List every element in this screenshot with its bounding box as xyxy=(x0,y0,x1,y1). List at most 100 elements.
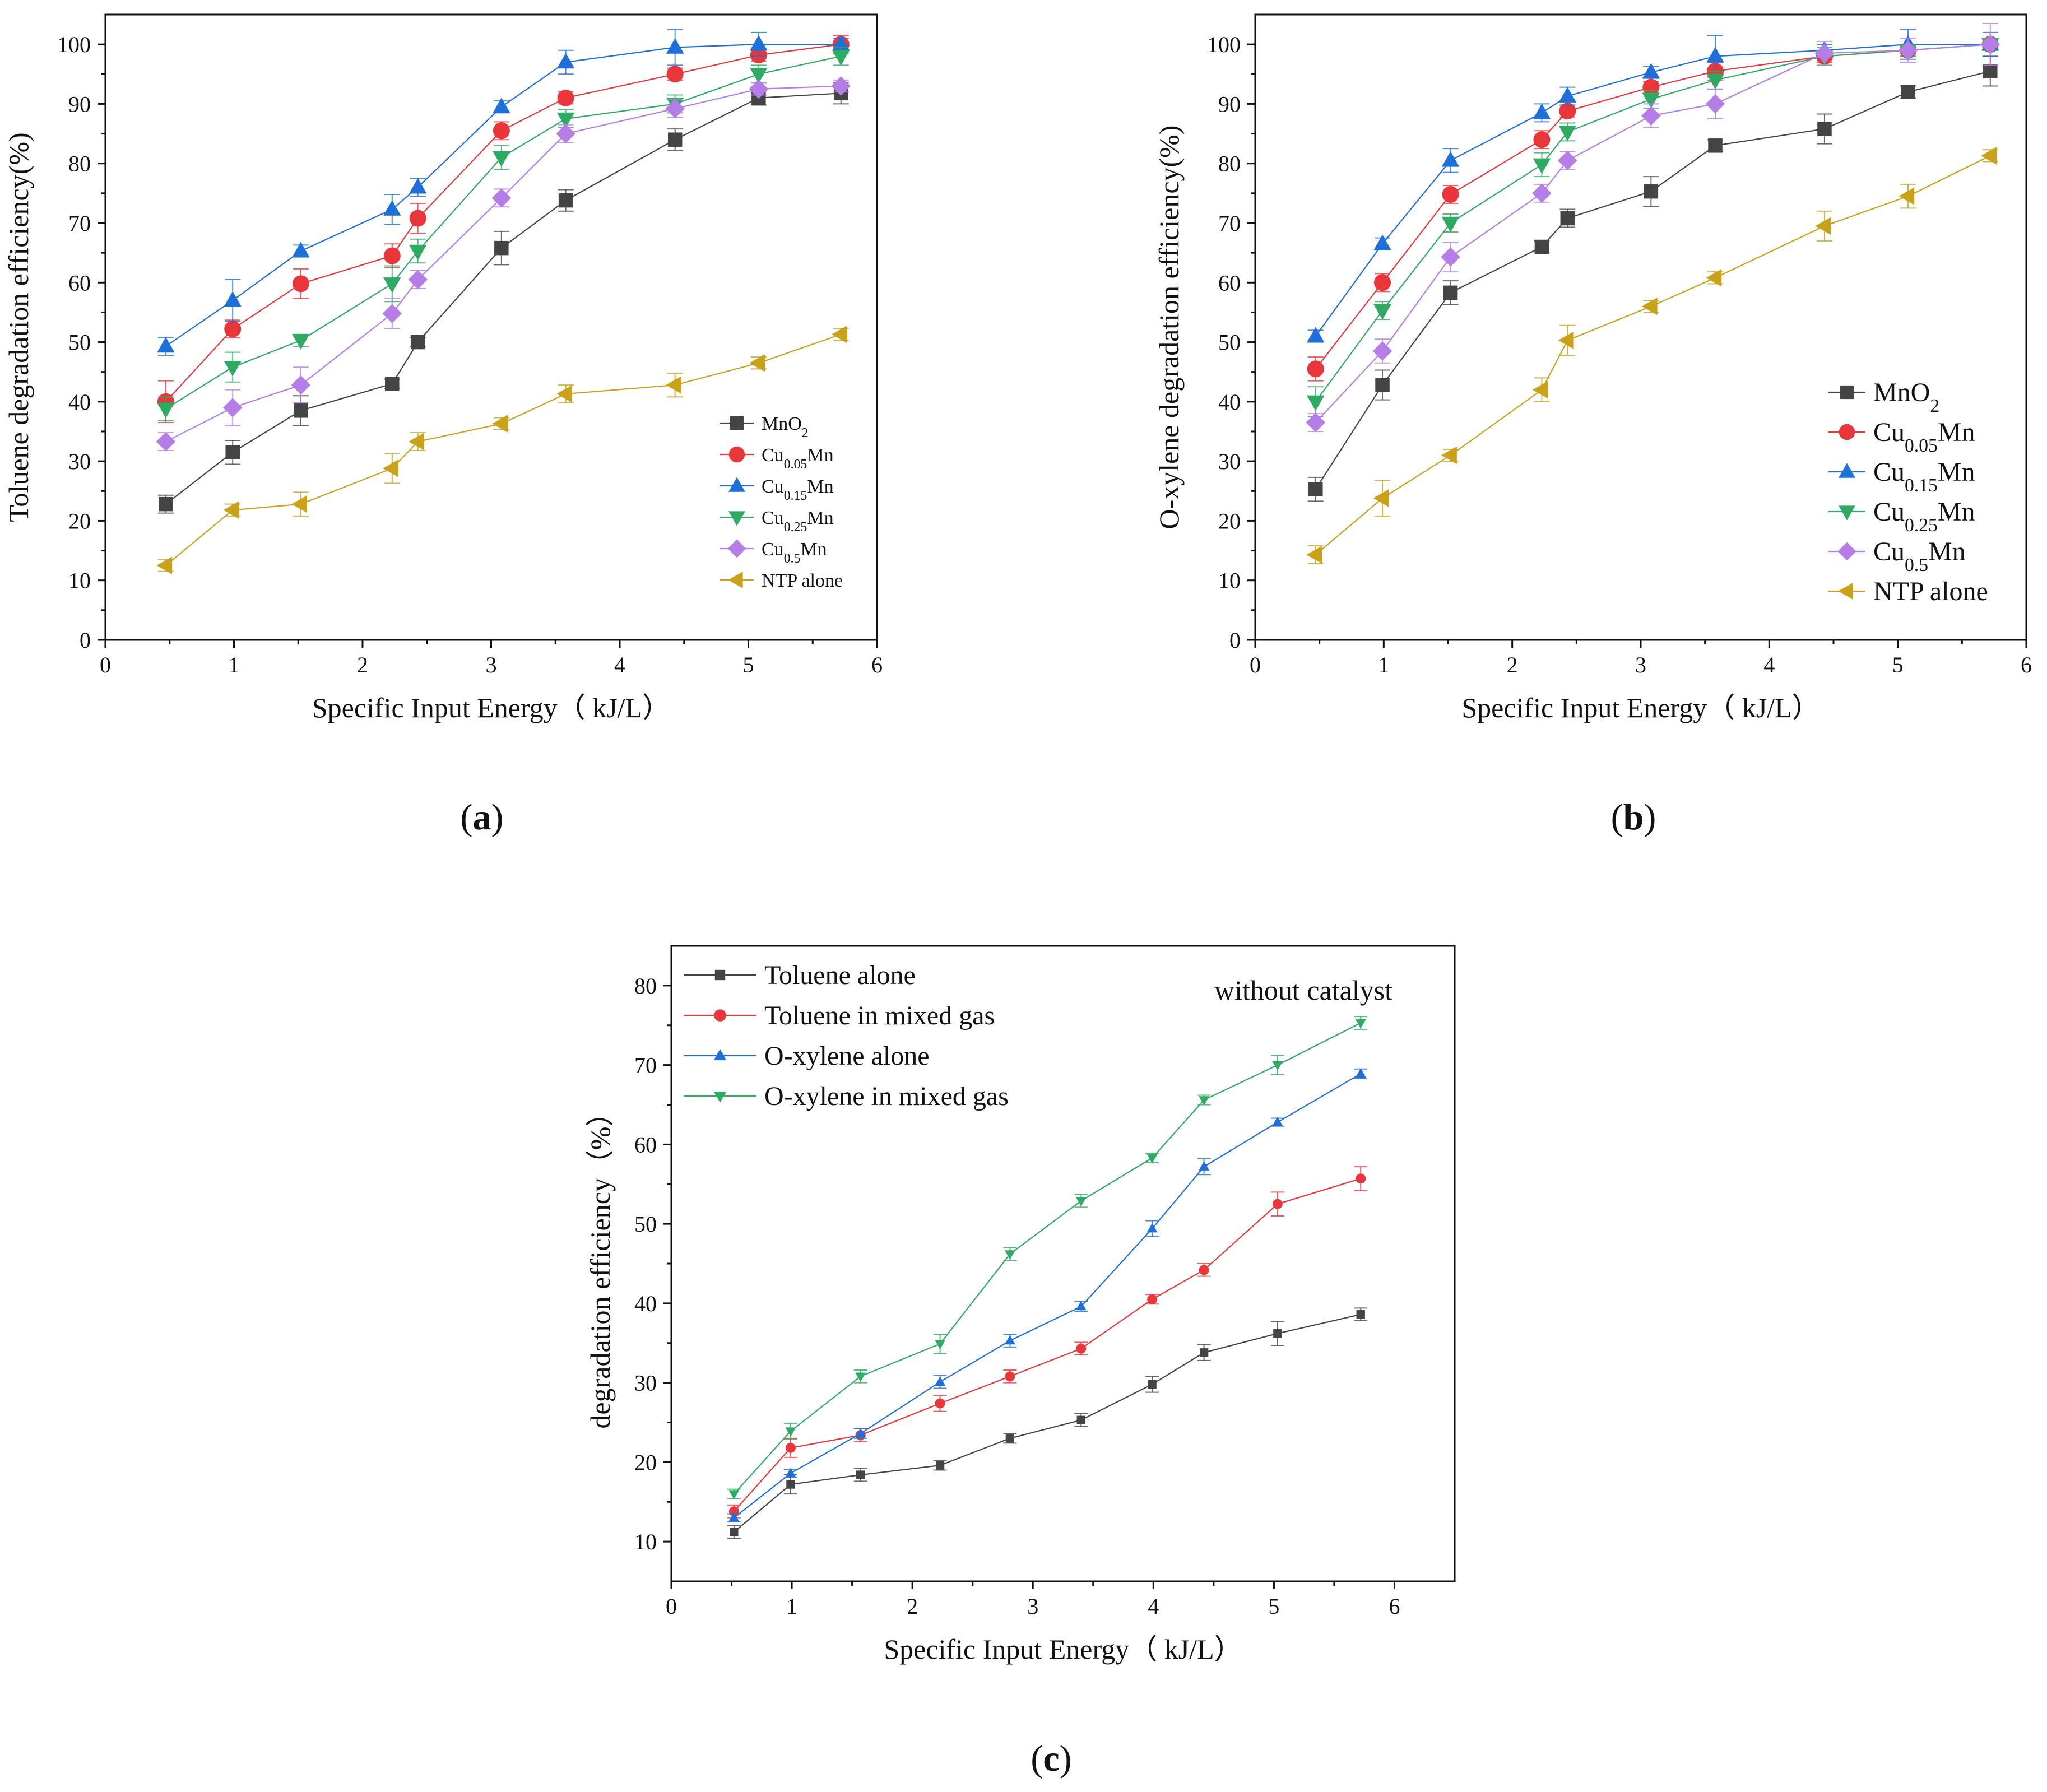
y-axis-title: Toluene degradation efficiency(%) xyxy=(3,132,34,522)
y-tick-label: 10 xyxy=(634,1529,657,1554)
data-point xyxy=(156,556,173,574)
data-point xyxy=(224,291,242,307)
data-point xyxy=(785,1442,796,1453)
data-point xyxy=(935,1398,945,1409)
y-axis-title: degradation efficiency（%） xyxy=(584,1098,616,1428)
legend-label-main: NTP alone xyxy=(1873,577,1988,606)
series-line xyxy=(1315,44,1990,423)
legend-label: Cu0.5Mn xyxy=(762,539,827,566)
data-point xyxy=(1199,1265,1209,1275)
series-line xyxy=(1315,44,1990,337)
data-point xyxy=(1199,1096,1210,1106)
chart-panel-c: 0 1 2 3 4 5 6 10 20 30 40 50 60 70 80 Specific Input En… xyxy=(584,945,1456,1665)
data-point xyxy=(1443,285,1458,300)
y-tick-label: 100 xyxy=(57,32,91,57)
data-point xyxy=(935,1461,945,1470)
data-point xyxy=(1373,234,1391,250)
y-tick-label: 60 xyxy=(634,1132,657,1157)
data-point xyxy=(1075,1197,1087,1206)
legend-label-main: Cu xyxy=(1873,457,1905,487)
data-point xyxy=(556,124,575,143)
data-point xyxy=(222,398,243,417)
data-point xyxy=(410,335,425,350)
x-tick-label: 4 xyxy=(1148,1594,1159,1619)
x-tick-label: 6 xyxy=(871,652,883,677)
data-point xyxy=(1441,446,1457,465)
x-tick-label: 3 xyxy=(486,652,497,677)
legend-label-sub: 0.15 xyxy=(784,489,807,503)
legend-label-sub: 0.25 xyxy=(784,520,807,535)
data-point xyxy=(383,200,401,216)
y-tick-label: 90 xyxy=(1218,91,1241,117)
x-tick-label: 1 xyxy=(1378,652,1389,677)
legend-marker xyxy=(714,969,726,981)
legend-marker xyxy=(1837,542,1856,561)
legend-label-main: O-xylene in mixed gas xyxy=(764,1081,1009,1111)
data-point xyxy=(831,76,851,96)
legend-item: NTP alone xyxy=(1828,577,1988,606)
series-line xyxy=(734,1178,1361,1512)
y-tick-label: 100 xyxy=(1207,32,1241,57)
y-tick-label: 20 xyxy=(68,508,91,533)
data-point xyxy=(1075,1301,1087,1311)
legend-item: Cu0.5Mn xyxy=(720,539,827,566)
data-point xyxy=(749,354,765,372)
legend-label-tail: Mn xyxy=(807,445,833,466)
data-point xyxy=(409,244,427,261)
data-point xyxy=(294,403,308,418)
data-point xyxy=(1307,327,1325,343)
data-point xyxy=(1815,217,1831,235)
legend-item: O-xylene alone xyxy=(684,1041,930,1071)
data-point xyxy=(1004,1250,1015,1260)
data-point xyxy=(556,112,575,128)
data-point xyxy=(1005,1434,1015,1443)
series-toluene-alone xyxy=(727,1307,1368,1539)
data-point xyxy=(558,193,573,208)
data-point xyxy=(385,377,400,391)
x-tick-label: 5 xyxy=(1892,652,1904,677)
data-point xyxy=(1899,187,1915,205)
series-line xyxy=(165,85,841,443)
data-point xyxy=(785,1468,796,1477)
x-tick-label: 0 xyxy=(1250,652,1261,677)
data-point xyxy=(1901,85,1915,99)
legend-item: Toluene in mixed gas xyxy=(684,1001,995,1030)
data-point xyxy=(223,501,239,519)
legend-item: NTP alone xyxy=(720,570,843,591)
legend-item: Cu0.5Mn xyxy=(1828,537,1966,575)
x-tick-label: 6 xyxy=(1389,1594,1400,1619)
data-point xyxy=(292,275,309,293)
x-tick-label: 3 xyxy=(1027,1594,1038,1619)
data-point xyxy=(291,495,308,513)
y-tick-label: 70 xyxy=(634,1053,657,1078)
legend-label: NTP alone xyxy=(1873,577,1988,606)
legend-marker xyxy=(713,1049,727,1061)
series-cu0-15mn xyxy=(157,29,850,356)
x-axis-title: Specific Input Energy（ kJ/L） xyxy=(1461,692,1819,723)
data-point xyxy=(1373,489,1389,507)
legend-item: Toluene alone xyxy=(684,960,916,990)
data-point xyxy=(1814,43,1835,63)
x-axis-title: Specific Input Energy（ kJ/L） xyxy=(312,692,670,723)
legend-marker xyxy=(1839,463,1855,478)
y-tick-label: 30 xyxy=(1218,449,1241,474)
legend-label-main: Toluene alone xyxy=(764,960,916,990)
y-tick-label: 10 xyxy=(68,568,91,593)
x-tick-label: 0 xyxy=(666,1594,677,1619)
data-point xyxy=(1355,1019,1366,1029)
data-point xyxy=(1558,126,1577,141)
data-point xyxy=(1005,1371,1015,1382)
series-line xyxy=(165,44,841,402)
legend-item: Cu0.15Mn xyxy=(1828,457,1975,496)
legend-label-main: Cu xyxy=(762,476,784,497)
series-o-xylene-in-mixed-gas xyxy=(727,1016,1368,1499)
data-point xyxy=(382,304,402,323)
data-point xyxy=(1817,122,1832,136)
y-tick-label: 30 xyxy=(634,1371,657,1396)
series-o-xylene-alone xyxy=(727,1068,1368,1522)
series-ntp-alone xyxy=(1306,147,1998,564)
data-point xyxy=(667,132,683,147)
legend-marker xyxy=(713,1091,727,1103)
legend-label-tail: Mn xyxy=(807,508,833,528)
